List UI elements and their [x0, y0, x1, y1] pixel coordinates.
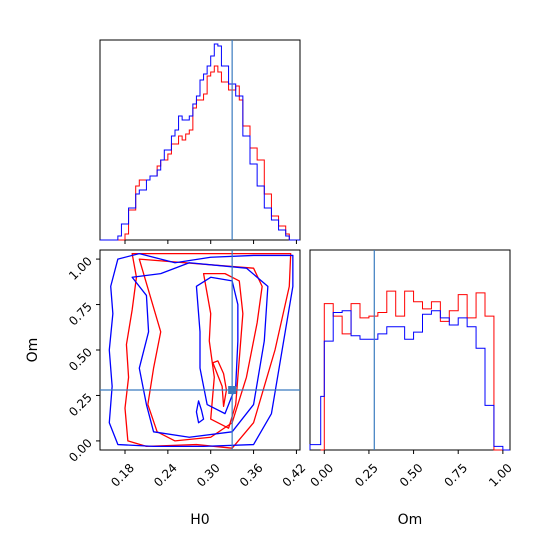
- contour-red-3: [212, 360, 228, 408]
- hist-H0-step-red: [100, 65, 300, 241]
- y-tick-label: 0.75: [66, 300, 95, 329]
- contour-blue-3: [195, 400, 205, 424]
- x-tick-label: 0.25: [352, 461, 381, 490]
- contour-red-1: [138, 258, 263, 442]
- y-tick-label: 1.00: [66, 254, 95, 283]
- panel-frame: [309, 249, 511, 451]
- y-axis-ticks-Om: 0.00 0.25 0.50 0.75 1.00: [66, 254, 100, 465]
- x-tick-label: 0.30: [194, 461, 223, 490]
- contour-series: [108, 252, 294, 449]
- panel-frame: [99, 39, 301, 241]
- truth-marker: [228, 386, 237, 394]
- x-tick-label: 0.18: [108, 461, 137, 490]
- panel-hist-H0: [99, 39, 301, 244]
- x-axis-ticks-H0: 0.18 0.24 0.30 0.36 0.42: [108, 450, 308, 490]
- hist-Om-step-blue: [309, 310, 510, 451]
- x-tick-label: 0.00: [308, 461, 337, 490]
- panel-hist-Om: 0.00 0.25 0.50 0.75 1.00 Om: [308, 249, 515, 528]
- hist-Om-step-red: [320, 290, 503, 451]
- hist-H0-series: [100, 43, 300, 241]
- x-tick-label: 0.24: [151, 461, 180, 490]
- x-axis-label-Om: Om: [398, 512, 423, 528]
- x-tick-label: 0.36: [237, 461, 266, 490]
- panel-contour-H0-Om: 0.18 0.24 0.30 0.36 0.42 0.00 0.25 0.50 0.75 1.0…: [25, 249, 308, 528]
- contour-blue-0: [108, 252, 294, 448]
- x-tick-label: 0.75: [441, 461, 470, 490]
- hist-H0-ticks: [124, 240, 297, 244]
- x-axis-ticks-Om: 0.00 0.25 0.50 0.75 1.00: [308, 450, 515, 490]
- hist-H0-step-blue: [100, 43, 300, 241]
- y-axis-label-Om: Om: [25, 338, 41, 363]
- hist-Om-series: [309, 290, 510, 451]
- x-tick-label: 0.42: [280, 461, 309, 490]
- x-axis-label-H0: H0: [190, 512, 209, 528]
- x-tick-label: 0.50: [397, 461, 426, 490]
- y-tick-label: 0.00: [66, 436, 95, 465]
- y-tick-label: 0.50: [66, 345, 95, 374]
- x-tick-label: 1.00: [486, 461, 515, 490]
- y-tick-label: 0.25: [66, 391, 95, 420]
